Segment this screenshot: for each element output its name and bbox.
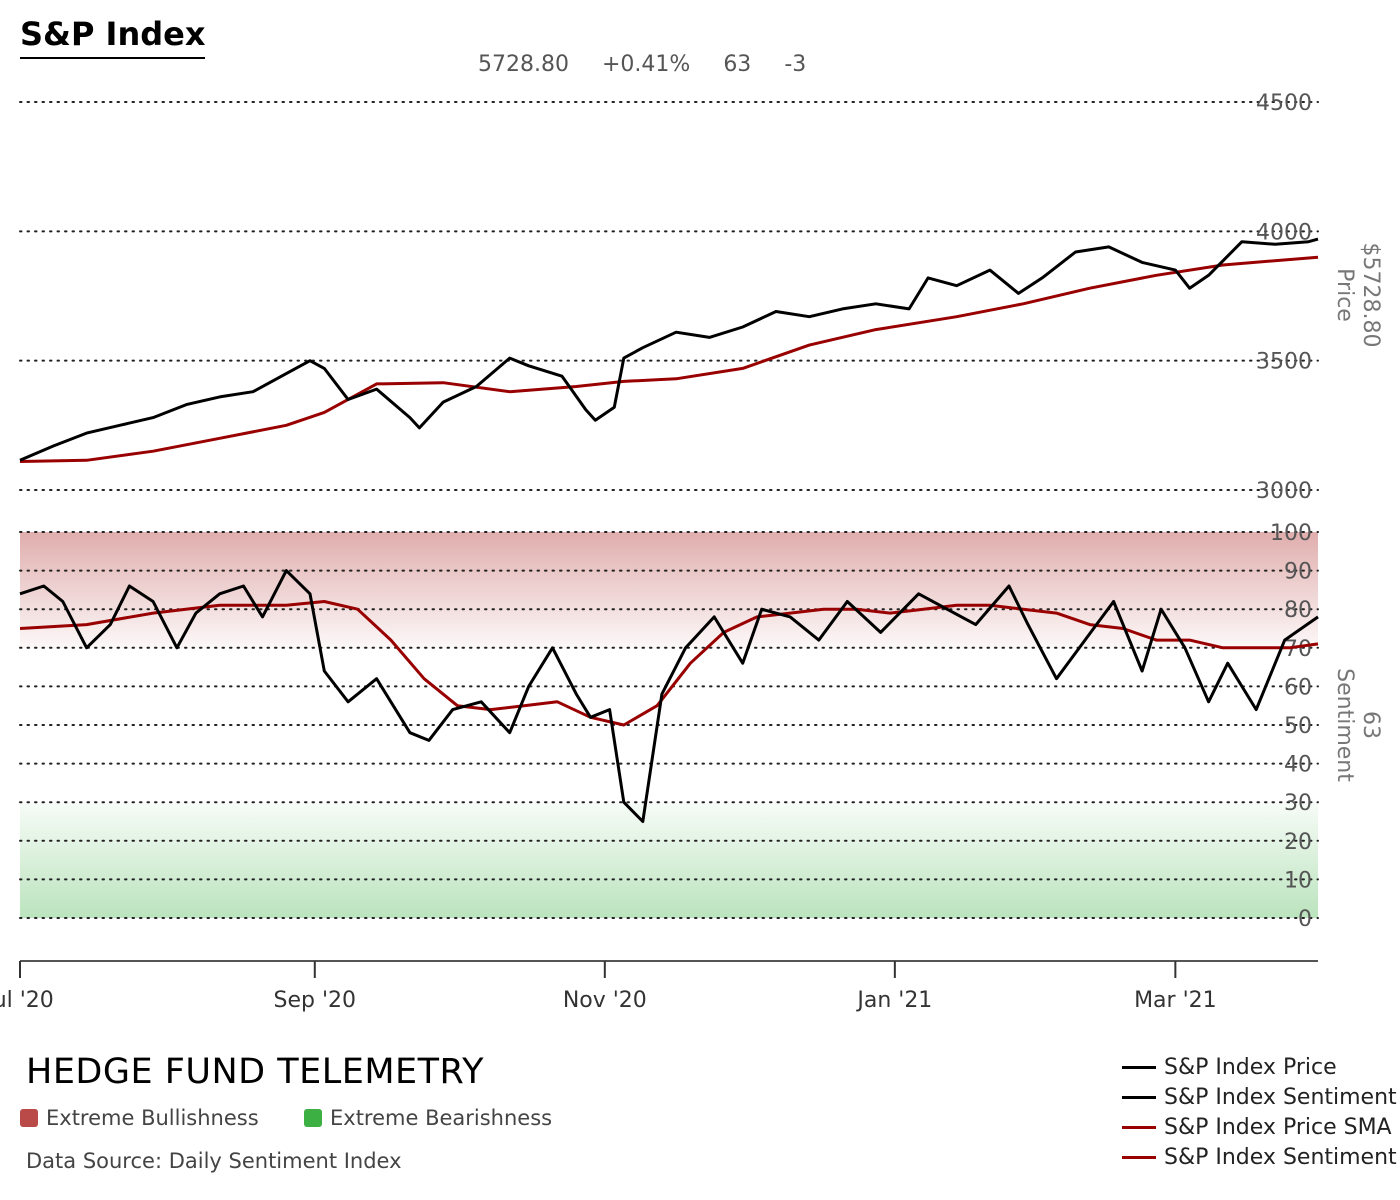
chart-title: S&P Index [20, 16, 206, 59]
legend: S&P Index Price S&P Index Sentiment S&P … [1122, 1052, 1400, 1172]
chart-canvas: 30003500400045000102030405060708090100Pr… [0, 91, 1383, 1013]
x-tick-label: Jan '21 [855, 988, 932, 1013]
sentiment-tick-label: 40 [1284, 753, 1312, 778]
sentiment-tick-label: 0 [1298, 907, 1312, 932]
sentiment-tick-label: 20 [1284, 830, 1312, 855]
x-tick-label: Nov '20 [563, 988, 647, 1013]
extreme-bearish-band [20, 802, 1318, 918]
sentiment-sma-line [19, 600, 1319, 727]
legend-label: S&P Index Sentiment SMA [1164, 1144, 1400, 1170]
stats-bar: 5728.80 +0.41% 63 -3 [478, 52, 832, 77]
bearish-swatch [304, 1109, 322, 1127]
price-sma-line [19, 255, 1319, 463]
legend-line [1122, 1065, 1156, 1069]
key-bullish-label: Extreme Bullishness [46, 1106, 259, 1130]
price-tick-label: 4500 [1256, 91, 1312, 116]
sentiment-tick-label: 30 [1284, 791, 1312, 816]
sentiment-tick-label: 50 [1284, 714, 1312, 739]
price-axis-label: Price$5728.80 [1332, 243, 1383, 348]
data-source: Data Source: Daily Sentiment Index [26, 1149, 402, 1173]
legend-item-price-sma[interactable]: S&P Index Price SMA [1122, 1112, 1400, 1142]
sentiment-tick-label: 100 [1270, 521, 1312, 546]
price-tick-label: 3500 [1256, 350, 1312, 375]
stat-sentiment: 63 [723, 52, 752, 77]
extreme-bullish-band [20, 532, 1318, 648]
legend-item-sentiment[interactable]: S&P Index Sentiment [1122, 1082, 1400, 1112]
sentiment-axis-label: Sentiment63 [1332, 668, 1383, 782]
stat-price: 5728.80 [478, 52, 569, 77]
legend-item-price[interactable]: S&P Index Price [1122, 1052, 1400, 1082]
stat-change: +0.41% [601, 52, 691, 77]
x-tick-label: Sep '20 [274, 988, 357, 1013]
legend-line [1122, 1095, 1156, 1099]
x-tick-label: Jul '20 [0, 988, 54, 1013]
key-bullish: Extreme Bullishness [20, 1106, 259, 1130]
legend-label: S&P Index Price SMA [1164, 1114, 1392, 1140]
key-bearish: Extreme Bearishness [304, 1106, 552, 1130]
key-bearish-label: Extreme Bearishness [330, 1106, 553, 1130]
stat-sentiment-change: -3 [784, 52, 807, 77]
sentiment-tick-label: 80 [1284, 598, 1312, 623]
legend-line [1122, 1155, 1156, 1159]
sentiment-tick-label: 90 [1284, 560, 1312, 585]
sentiment-tick-label: 60 [1284, 675, 1312, 700]
bullish-swatch [20, 1109, 38, 1127]
sentiment-line [19, 569, 1319, 823]
sentiment-tick-label: 10 [1284, 868, 1312, 893]
legend-label: S&P Index Sentiment [1164, 1084, 1397, 1110]
price-tick-label: 3000 [1256, 479, 1312, 504]
brand-label: HEDGE FUND TELEMETRY [26, 1052, 485, 1092]
legend-item-sentiment-sma[interactable]: S&P Index Sentiment SMA [1122, 1142, 1400, 1172]
price-line [19, 237, 1319, 462]
legend-label: S&P Index Price [1164, 1054, 1337, 1080]
legend-line [1122, 1125, 1156, 1129]
x-tick-label: Mar '21 [1134, 988, 1217, 1013]
